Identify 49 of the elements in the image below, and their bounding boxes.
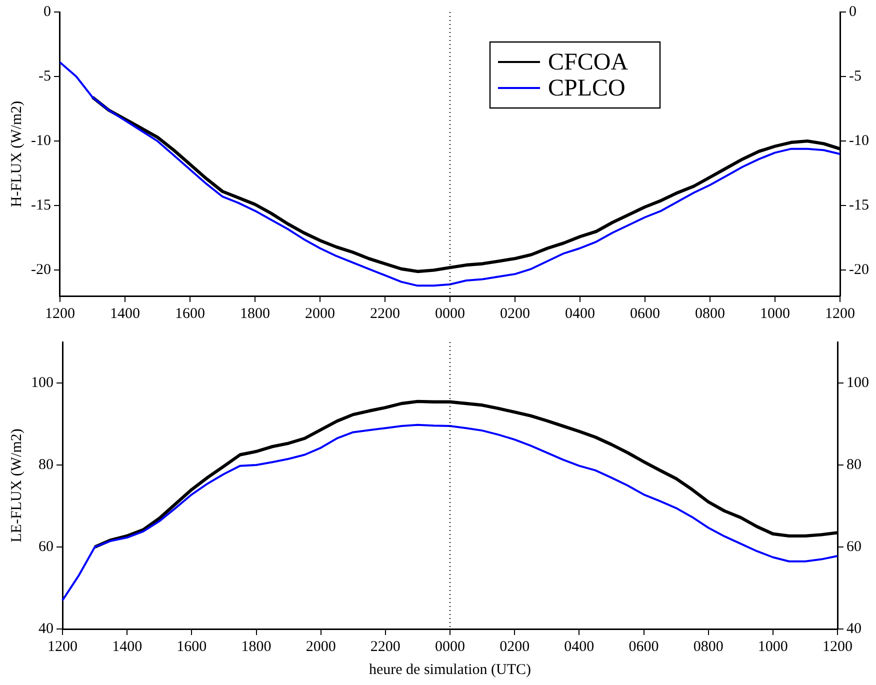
x-tick-label: 1000 <box>760 306 790 322</box>
y2-tick-label: 40 <box>846 620 862 637</box>
x-tick-label: 0600 <box>628 638 659 655</box>
x-tick-label: 0600 <box>630 306 660 322</box>
y-tick-label: 80 <box>38 456 54 473</box>
y-tick-label: 100 <box>31 374 54 391</box>
y-axis-title: LE-FLUX (W/m2) <box>8 428 25 542</box>
x-tick-label: 0400 <box>564 638 594 655</box>
x-tick-label: 1200 <box>825 306 856 322</box>
y2-tick-label: 100 <box>846 374 869 391</box>
x-tick-label: 2000 <box>306 638 336 655</box>
legend-label: CFCOA <box>548 49 629 76</box>
y-tick-label: -15 <box>30 198 51 214</box>
y2-tick-label: -5 <box>849 68 862 84</box>
x-tick-label: 1600 <box>174 306 205 322</box>
x-tick-label: 1400 <box>110 306 140 322</box>
y2-tick-label: -10 <box>849 133 870 150</box>
x-tick-label: 1200 <box>48 638 78 655</box>
y2-tick-label: -15 <box>849 198 870 214</box>
x-tick-label: 2200 <box>370 638 400 655</box>
x-tick-label: 1200 <box>822 638 852 655</box>
x-tick-label: 1000 <box>758 638 788 655</box>
x-tick-label: 1800 <box>241 638 272 655</box>
legend-label: CPLCO <box>548 75 626 102</box>
x-tick-label: 0000 <box>435 638 465 655</box>
x-tick-label: 0800 <box>693 638 724 655</box>
y2-tick-label: 80 <box>846 456 862 473</box>
x-tick-label: 1200 <box>44 306 75 322</box>
y-tick-label: 0 <box>43 4 51 20</box>
y-tick-label: -20 <box>30 262 51 278</box>
x-tick-label: 0400 <box>565 306 595 322</box>
x-tick-label: 0200 <box>500 638 530 655</box>
x-tick-label: 0200 <box>500 306 530 322</box>
y2-tick-label: -20 <box>849 262 870 278</box>
x-tick-label: 0800 <box>695 306 726 322</box>
y-tick-label: -5 <box>38 68 51 84</box>
x-tick-label: 1600 <box>176 638 207 655</box>
y-axis-title: H-FLUX (W/m2) <box>8 100 25 208</box>
x-tick-label: 2200 <box>370 306 400 322</box>
x-tick-label: 2000 <box>305 306 335 322</box>
x-axis-title: heure de simulation (UTC) <box>368 662 532 678</box>
x-tick-label: 0000 <box>435 306 465 322</box>
y2-tick-label: 0 <box>849 4 857 20</box>
y-tick-label: 40 <box>38 620 54 637</box>
y2-tick-label: 60 <box>846 538 862 555</box>
x-tick-label: 1400 <box>112 638 142 655</box>
y-tick-label: -10 <box>30 133 51 150</box>
y-tick-label: 60 <box>38 538 54 555</box>
x-tick-label: 1800 <box>240 306 270 322</box>
